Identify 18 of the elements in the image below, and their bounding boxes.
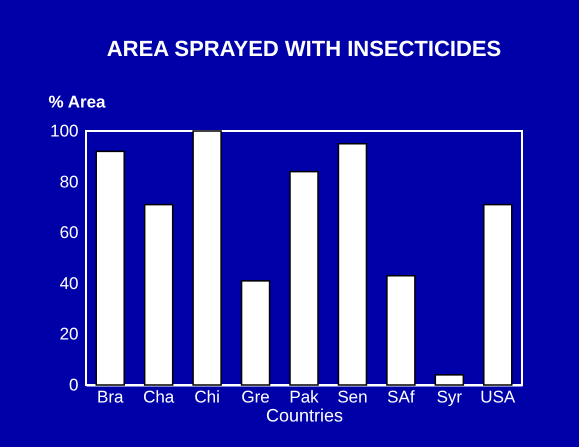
y-tick-label: 60: [60, 223, 78, 242]
y-tick-label: 80: [60, 172, 78, 192]
x-tick-label: Chi: [194, 388, 220, 406]
chart-title: AREA SPRAYED WITH INSECTICIDES: [106, 36, 502, 61]
x-tick-label: Gre: [241, 388, 270, 406]
y-tick-label: 20: [60, 324, 78, 344]
x-tick-label: Cha: [143, 388, 175, 406]
x-tick-label: Syr: [436, 388, 462, 406]
x-tick-label: USA: [480, 388, 516, 406]
y-tick-label: 40: [60, 274, 78, 293]
y-tick-label: 100: [50, 122, 78, 140]
y-axis-title: % Area: [48, 92, 106, 112]
x-tick-label: Bra: [96, 388, 124, 406]
x-tick-label: Pak: [289, 388, 320, 406]
x-axis-title: Countries: [266, 406, 344, 426]
y-tick-label: 0: [69, 376, 78, 394]
x-tick-label: SAf: [387, 388, 415, 406]
x-tick-label: Sen: [337, 388, 368, 406]
